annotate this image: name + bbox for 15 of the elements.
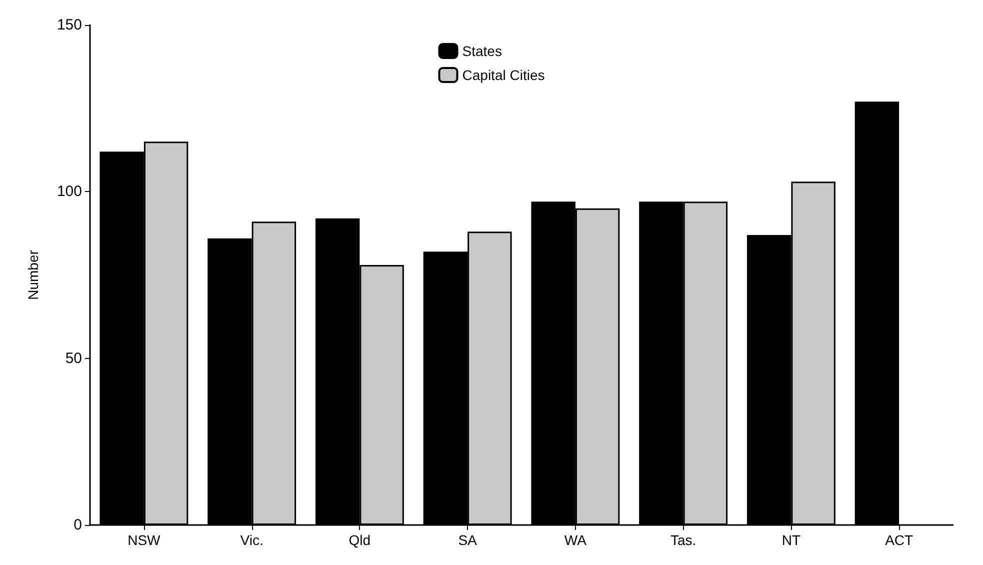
x-tick-label: WA	[564, 532, 588, 548]
y-tick-label: 100	[56, 183, 82, 200]
y-tick-label: 0	[74, 516, 82, 534]
x-tick-label: NT	[782, 532, 801, 548]
y-axis-title: Number	[25, 250, 41, 300]
legend-label: Capital Cities	[462, 67, 545, 83]
x-tick-label: ACT	[885, 532, 914, 548]
legend-label: States	[462, 43, 502, 59]
y-tick-label: 150	[56, 16, 82, 34]
x-tick-label: NSW	[128, 532, 162, 548]
x-tick-label: Vic.	[240, 532, 264, 548]
x-tick-label: Qld	[348, 532, 371, 548]
y-tick-label: 50	[65, 350, 82, 367]
x-tick-label: Tas.	[670, 532, 696, 548]
x-tick-label: SA	[458, 532, 478, 548]
